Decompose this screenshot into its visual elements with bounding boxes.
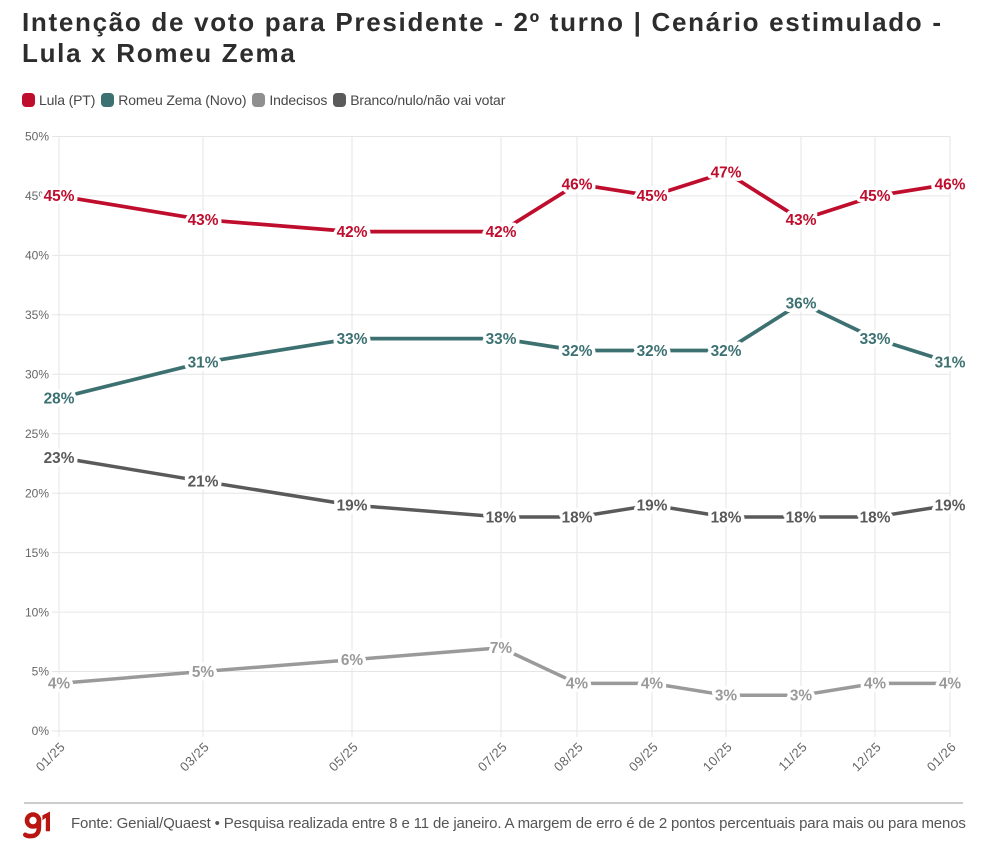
svg-text:33%: 33% (860, 331, 891, 348)
svg-text:4%: 4% (939, 676, 962, 693)
svg-text:07/25: 07/25 (475, 739, 510, 774)
svg-text:50%: 50% (25, 130, 49, 144)
svg-text:20%: 20% (25, 486, 49, 500)
svg-text:0%: 0% (32, 724, 50, 738)
svg-text:18%: 18% (486, 509, 517, 526)
svg-text:18%: 18% (562, 509, 593, 526)
svg-text:42%: 42% (486, 224, 517, 241)
svg-text:10/25: 10/25 (700, 739, 735, 774)
svg-text:28%: 28% (44, 390, 75, 407)
svg-text:01/26: 01/26 (924, 739, 959, 774)
svg-text:45%: 45% (637, 188, 668, 205)
svg-text:35%: 35% (25, 308, 49, 322)
svg-text:05/25: 05/25 (326, 739, 361, 774)
svg-text:7%: 7% (490, 640, 513, 657)
svg-text:15%: 15% (25, 546, 49, 560)
svg-text:12/25: 12/25 (849, 739, 884, 774)
svg-text:36%: 36% (786, 295, 817, 312)
svg-text:18%: 18% (711, 509, 742, 526)
svg-text:01/25: 01/25 (33, 739, 68, 774)
svg-text:4%: 4% (641, 676, 664, 693)
svg-text:33%: 33% (337, 331, 368, 348)
svg-text:6%: 6% (341, 652, 364, 669)
svg-text:31%: 31% (188, 355, 219, 372)
svg-text:21%: 21% (188, 474, 219, 491)
svg-text:45%: 45% (44, 188, 75, 205)
svg-text:10%: 10% (25, 605, 49, 619)
svg-text:18%: 18% (786, 509, 817, 526)
svg-text:30%: 30% (25, 368, 49, 382)
svg-text:03/25: 03/25 (177, 739, 212, 774)
svg-text:19%: 19% (935, 497, 966, 514)
svg-text:19%: 19% (337, 497, 368, 514)
svg-text:19%: 19% (637, 497, 668, 514)
svg-text:09/25: 09/25 (626, 739, 661, 774)
svg-text:5%: 5% (32, 665, 50, 679)
svg-text:4%: 4% (864, 676, 887, 693)
svg-text:08/25: 08/25 (551, 739, 586, 774)
svg-text:46%: 46% (935, 176, 966, 193)
svg-text:40%: 40% (25, 249, 49, 263)
svg-text:25%: 25% (25, 427, 49, 441)
svg-text:4%: 4% (48, 676, 71, 693)
svg-text:5%: 5% (192, 664, 215, 681)
svg-text:42%: 42% (337, 224, 368, 241)
svg-text:18%: 18% (860, 509, 891, 526)
svg-text:33%: 33% (486, 331, 517, 348)
svg-text:23%: 23% (44, 450, 75, 467)
svg-text:43%: 43% (188, 212, 219, 229)
svg-text:32%: 32% (562, 343, 593, 360)
svg-text:31%: 31% (935, 355, 966, 372)
svg-text:4%: 4% (566, 676, 589, 693)
svg-text:11/25: 11/25 (775, 739, 810, 774)
svg-text:45%: 45% (25, 189, 49, 203)
svg-text:45%: 45% (860, 188, 891, 205)
svg-text:46%: 46% (562, 176, 593, 193)
svg-text:43%: 43% (786, 212, 817, 229)
svg-text:32%: 32% (637, 343, 668, 360)
svg-text:32%: 32% (711, 343, 742, 360)
svg-text:3%: 3% (715, 688, 738, 705)
svg-text:47%: 47% (711, 165, 742, 182)
svg-text:3%: 3% (790, 688, 813, 705)
